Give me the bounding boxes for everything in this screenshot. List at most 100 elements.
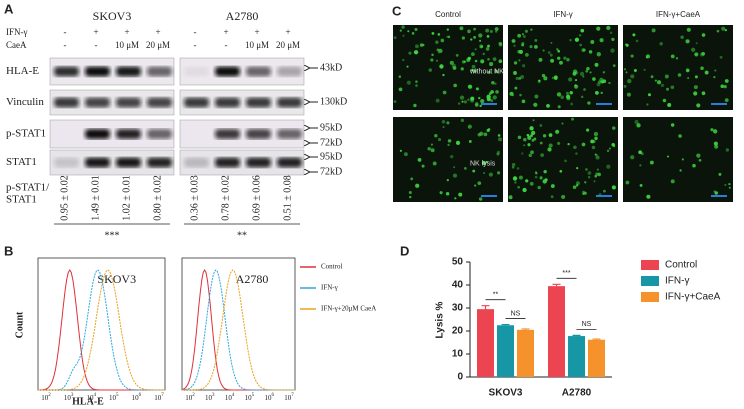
cell <box>546 103 550 108</box>
cell <box>437 51 440 54</box>
y-tick-label: 50 <box>452 257 464 268</box>
ratio-value: 0.69 ± 0.06 <box>251 175 262 221</box>
cell <box>723 85 727 89</box>
cell <box>534 175 538 179</box>
cell <box>427 147 431 151</box>
cell <box>694 52 699 57</box>
cell <box>701 51 706 56</box>
cell <box>430 148 435 153</box>
cell <box>608 147 611 150</box>
cell <box>398 75 402 78</box>
blot-band <box>85 157 110 168</box>
legend-label: IFN-γ+20μM CaeA <box>321 305 376 313</box>
cell <box>452 173 457 178</box>
blot-band <box>246 129 271 139</box>
cell <box>407 30 410 33</box>
cell <box>437 137 442 142</box>
cell <box>693 85 698 90</box>
cell <box>596 52 602 57</box>
cell <box>497 171 501 175</box>
cell <box>488 92 492 95</box>
cell <box>478 33 483 38</box>
cell <box>471 64 476 69</box>
error-bar <box>501 323 510 326</box>
cell <box>483 132 488 137</box>
cell <box>440 38 445 43</box>
cell <box>696 103 701 108</box>
y-axis-label: Lysis % <box>435 301 446 338</box>
cell <box>714 69 717 72</box>
y-tick-label: 30 <box>452 303 464 314</box>
cell <box>519 93 522 97</box>
cell <box>647 93 651 97</box>
cell <box>714 144 719 149</box>
legend-label: IFN-γ+CaeA <box>665 292 721 303</box>
cell <box>430 143 433 146</box>
cell <box>528 153 532 158</box>
micrograph <box>623 25 733 110</box>
cell <box>559 169 563 173</box>
ratio-label: STAT1 <box>6 194 37 206</box>
significance: *** <box>105 230 120 241</box>
cell <box>542 49 545 52</box>
blot-band <box>54 97 79 108</box>
cell <box>509 91 514 96</box>
cell <box>408 191 412 194</box>
cell <box>588 50 593 54</box>
cell <box>713 190 716 193</box>
x-tick-label: SKOV3 <box>489 388 523 399</box>
cell <box>551 76 554 79</box>
legend-label: IFN-γ <box>665 276 689 287</box>
cell <box>432 161 437 166</box>
cell <box>586 66 590 71</box>
cell <box>470 68 474 72</box>
ratio-value: 0.95 ± 0.02 <box>59 175 70 221</box>
cell <box>513 44 516 48</box>
cell <box>491 80 495 85</box>
error-bar <box>521 328 530 331</box>
cell <box>590 40 595 45</box>
blot-band <box>184 97 209 108</box>
tick-exp: 2 <box>48 393 51 398</box>
cell <box>555 129 560 134</box>
size-marker: 95kD <box>320 151 342 162</box>
tick-base: 10 <box>284 394 292 402</box>
blot-band <box>147 97 172 108</box>
cell <box>639 183 643 187</box>
tick-exp: 3 <box>71 393 74 398</box>
size-marker: 95kD <box>320 122 342 133</box>
cell <box>623 68 627 71</box>
cell <box>567 142 570 146</box>
blot-band <box>85 129 110 139</box>
cell <box>606 25 611 31</box>
cell <box>430 58 434 62</box>
histogram-curve <box>181 268 295 391</box>
x-tick-label: 105 <box>109 393 119 401</box>
tick-base: 10 <box>86 394 94 402</box>
cell <box>720 84 725 89</box>
legend-swatch <box>641 260 659 270</box>
cell <box>446 121 450 125</box>
cell <box>525 179 529 183</box>
x-tick-label: 103 <box>64 393 74 401</box>
tick-base: 10 <box>205 394 213 402</box>
cell <box>670 54 675 59</box>
blot-band <box>246 157 271 168</box>
cell <box>589 71 592 74</box>
cell <box>557 105 561 109</box>
legend-label: Control <box>321 263 342 271</box>
cell <box>569 91 573 95</box>
cell <box>494 82 497 85</box>
cell <box>517 33 522 38</box>
cell <box>428 68 432 72</box>
cell <box>595 172 599 176</box>
cell <box>414 44 419 49</box>
x-axis-label: HLA-E <box>72 396 104 407</box>
cell <box>553 75 558 80</box>
y-axis-label: Count <box>14 311 25 338</box>
panel-label: A <box>4 1 14 16</box>
cell <box>452 66 457 70</box>
cell <box>413 103 417 108</box>
cell <box>461 60 466 64</box>
error-bar <box>572 334 581 337</box>
